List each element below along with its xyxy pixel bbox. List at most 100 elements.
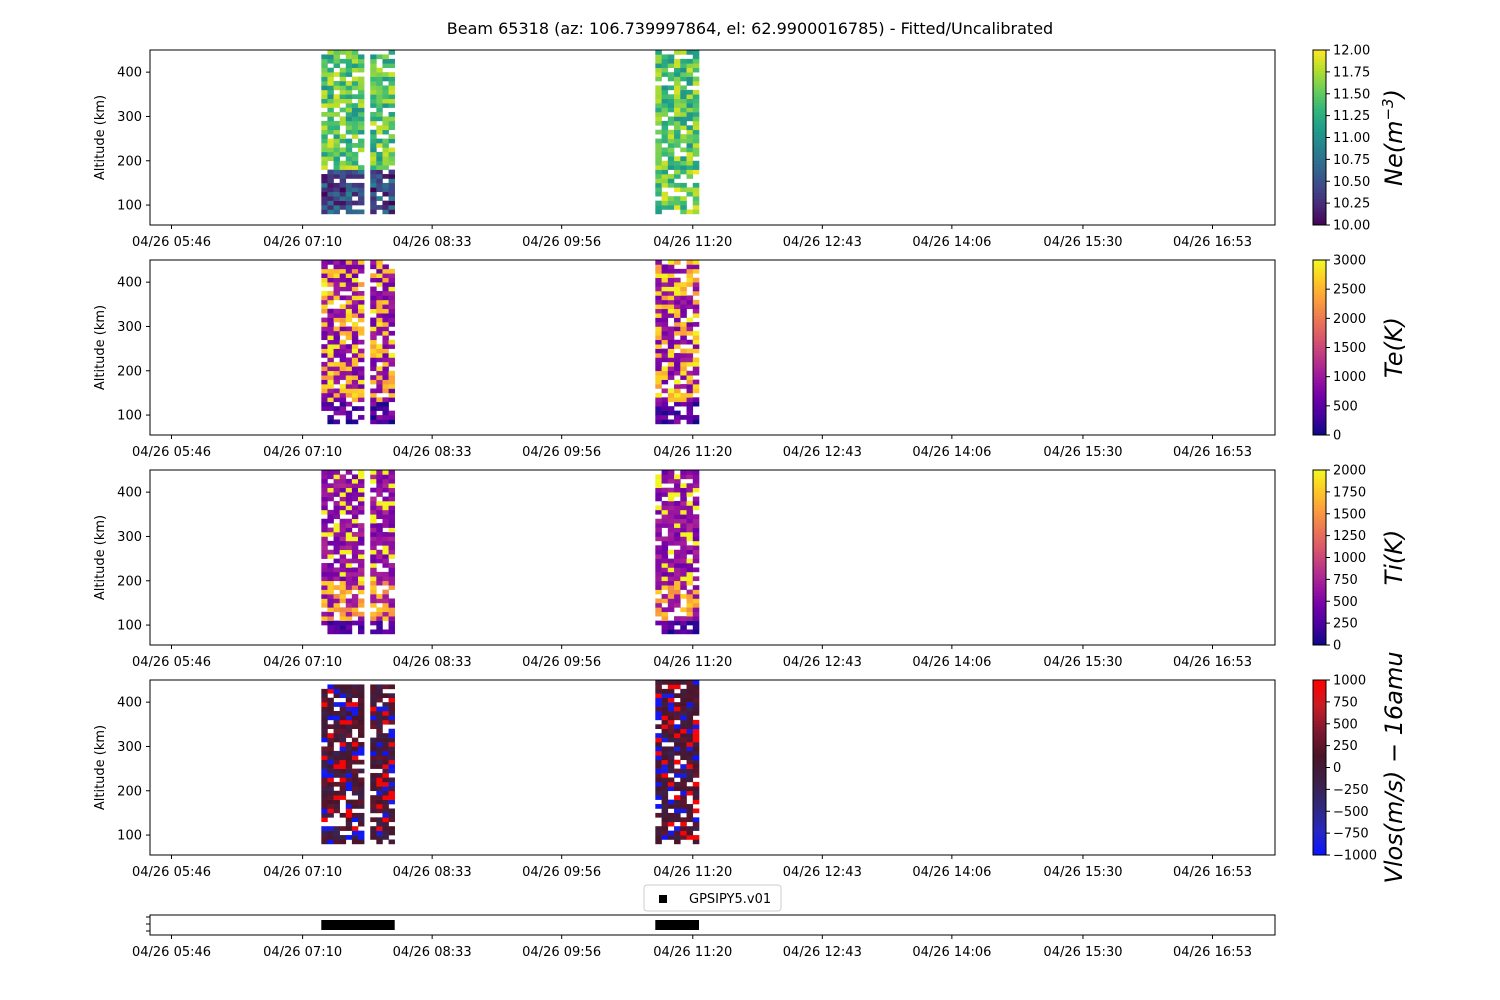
heatmap-cell bbox=[692, 719, 700, 725]
heatmap-cell bbox=[686, 174, 694, 179]
heatmap-cell bbox=[686, 169, 694, 175]
heatmap-cell bbox=[370, 63, 377, 69]
heatmap-cell bbox=[345, 571, 353, 577]
y-tick-label: 400 bbox=[117, 486, 142, 501]
heatmap-cell bbox=[655, 474, 662, 480]
heatmap-cell bbox=[680, 540, 687, 546]
colorbar-segment bbox=[1313, 277, 1326, 281]
heatmap-cell bbox=[321, 165, 328, 170]
heatmap-cell bbox=[674, 474, 681, 480]
heatmap-cell bbox=[339, 773, 347, 778]
heatmap-cell bbox=[321, 773, 328, 778]
heatmap-cell bbox=[655, 804, 662, 809]
heatmap-cell bbox=[655, 58, 662, 64]
heatmap-cell bbox=[333, 187, 340, 193]
heatmap-cell bbox=[680, 85, 687, 91]
heatmap-cell bbox=[661, 98, 669, 104]
heatmap-cell bbox=[686, 273, 694, 279]
colorbar-segment bbox=[1313, 143, 1326, 147]
heatmap-cell bbox=[674, 768, 681, 774]
colorbar-segment bbox=[1313, 82, 1326, 86]
colorbar-segment bbox=[1313, 507, 1326, 512]
heatmap-cell bbox=[382, 116, 389, 122]
heatmap-cell bbox=[321, 178, 328, 184]
heatmap-cell bbox=[370, 260, 377, 265]
heatmap-cell bbox=[333, 379, 340, 385]
heatmap-cell bbox=[327, 384, 334, 389]
heatmap-cell bbox=[376, 532, 383, 537]
heatmap-cell bbox=[667, 138, 675, 144]
heatmap-cell bbox=[661, 397, 669, 403]
heatmap-cell bbox=[674, 549, 681, 555]
heatmap-cell bbox=[692, 209, 700, 215]
heatmap-cell bbox=[686, 620, 694, 626]
heatmap-cell bbox=[667, 156, 675, 162]
colorbar-segment bbox=[1313, 163, 1326, 168]
heatmap-cell bbox=[327, 795, 334, 800]
heatmap-cell bbox=[376, 129, 383, 135]
heatmap-cell bbox=[655, 410, 662, 416]
heatmap-cell bbox=[680, 58, 687, 64]
heatmap-cell bbox=[661, 795, 669, 800]
heatmap-cell bbox=[388, 549, 395, 555]
heatmap-cell bbox=[370, 737, 377, 743]
heatmap-cell bbox=[370, 545, 377, 551]
heatmap-cell bbox=[321, 545, 328, 551]
heatmap-cell bbox=[358, 509, 365, 515]
heatmap-cell bbox=[345, 103, 353, 108]
heatmap-cell bbox=[376, 594, 383, 599]
heatmap-cell bbox=[376, 693, 383, 699]
heatmap-cell bbox=[376, 509, 383, 515]
heatmap-cell bbox=[674, 501, 681, 506]
heatmap-cell bbox=[339, 264, 347, 270]
heatmap-cell bbox=[345, 715, 353, 721]
heatmap-cell bbox=[661, 777, 669, 783]
heatmap-cell bbox=[655, 715, 662, 721]
heatmap-cell bbox=[661, 549, 669, 555]
heatmap-cell bbox=[321, 388, 328, 394]
heatmap-cell bbox=[661, 134, 669, 139]
colorbar-segment bbox=[1313, 321, 1326, 325]
heatmap-cell bbox=[321, 406, 328, 411]
heatmap-cell bbox=[321, 501, 328, 506]
heatmap-cell bbox=[674, 384, 681, 389]
colorbar-segment bbox=[1313, 394, 1326, 398]
x-tick-label: 04/26 14:06 bbox=[912, 655, 991, 670]
heatmap-cell bbox=[655, 268, 662, 274]
heatmap-cell bbox=[333, 196, 340, 201]
colorbar-segment bbox=[1313, 551, 1326, 555]
heatmap-cell bbox=[667, 286, 675, 292]
colorbar-segment bbox=[1313, 274, 1326, 278]
colorbar-segment bbox=[1313, 572, 1326, 576]
heatmap-cell bbox=[388, 474, 395, 480]
heatmap-cell bbox=[376, 406, 383, 411]
heatmap-cell bbox=[345, 611, 353, 617]
colorbar-segment bbox=[1313, 490, 1326, 494]
heatmap-cell bbox=[339, 688, 347, 694]
heatmap-cell bbox=[376, 264, 383, 270]
heatmap-cell bbox=[351, 291, 359, 296]
heatmap-cell bbox=[655, 711, 662, 716]
heatmap-cell bbox=[382, 576, 389, 582]
heatmap-cell bbox=[661, 196, 669, 201]
heatmap-cell bbox=[674, 737, 681, 743]
heatmap-cell bbox=[370, 688, 377, 694]
heatmap-cell bbox=[388, 616, 395, 621]
colorbar-segment bbox=[1313, 811, 1326, 815]
heatmap-cell bbox=[358, 496, 365, 502]
heatmap-cell bbox=[388, 518, 395, 524]
heatmap-cell bbox=[692, 558, 700, 564]
heatmap-cell bbox=[321, 353, 328, 358]
heatmap-cell bbox=[376, 733, 383, 738]
heatmap-cell bbox=[655, 492, 662, 497]
heatmap-cell bbox=[674, 134, 681, 139]
heatmap-cell bbox=[327, 419, 334, 425]
heatmap-cell bbox=[388, 602, 395, 608]
heatmap-cell bbox=[686, 388, 694, 394]
heatmap-cell bbox=[376, 549, 383, 555]
heatmap-cell bbox=[339, 330, 347, 336]
heatmap-cell bbox=[345, 419, 353, 425]
colorbar-segment bbox=[1313, 192, 1326, 197]
heatmap-cell bbox=[327, 532, 334, 537]
y-tick-label: 200 bbox=[117, 364, 142, 379]
